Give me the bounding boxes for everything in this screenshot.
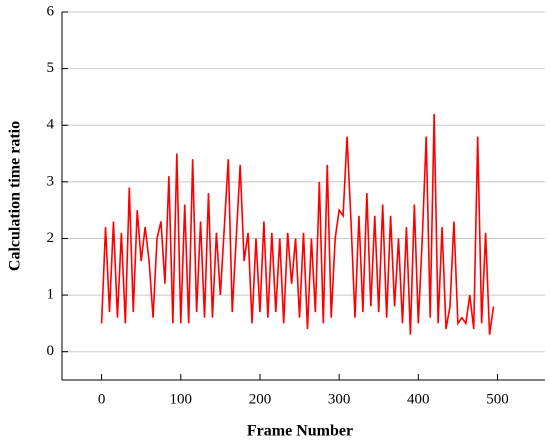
y-tick-label: 2 (47, 230, 55, 246)
x-tick-label: 0 (98, 391, 106, 407)
y-tick-label: 3 (47, 173, 55, 189)
x-tick-label: 200 (249, 391, 272, 407)
y-tick-label: 6 (47, 3, 55, 19)
x-axis-label: Frame Number (247, 423, 353, 440)
x-tick-label: 100 (170, 391, 193, 407)
y-tick-label: 4 (47, 117, 55, 133)
y-tick-label: 5 (47, 60, 55, 76)
data-line (100, 113, 495, 335)
x-tick-label: 500 (486, 391, 509, 407)
y-tick-label: 1 (47, 287, 55, 303)
x-tick-label: 400 (407, 391, 430, 407)
y-axis-label: Calculation time ratio (7, 121, 24, 271)
x-tick-label: 300 (328, 391, 351, 407)
y-tick-label: 0 (47, 343, 55, 359)
